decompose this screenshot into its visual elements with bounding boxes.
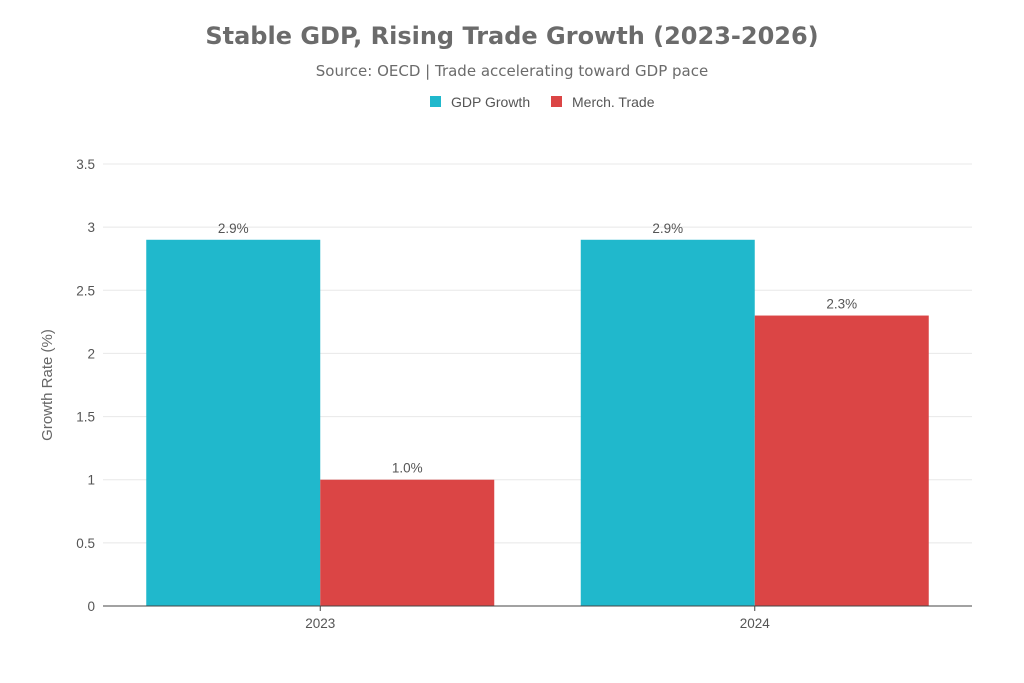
y-tick-label: 0.5 [76, 536, 95, 551]
bar-merch-trade-2024 [754, 315, 929, 606]
legend-label: GDP Growth [451, 94, 530, 110]
data-label: 2.3% [826, 297, 857, 312]
x-axis-ticks: 2023 2024 [305, 606, 770, 631]
chart-title: Stable GDP, Rising Trade Growth (2023-20… [205, 22, 818, 50]
bars: 2.9% 1.0% 2.9% 2.3% [146, 221, 929, 606]
y-tick-label: 2 [87, 346, 95, 361]
bar-gdp-growth-2023 [146, 239, 321, 606]
legend-swatch [430, 96, 441, 107]
data-label: 1.0% [392, 461, 423, 476]
legend-label: Merch. Trade [572, 94, 655, 110]
legend: GDP Growth Merch. Trade [430, 94, 655, 110]
legend-swatch [551, 96, 562, 107]
y-axis-label: Growth Rate (%) [39, 329, 56, 441]
bar-gdp-growth-2024 [580, 239, 755, 606]
y-tick-label: 1.5 [76, 410, 95, 425]
y-tick-label: 3.5 [76, 157, 95, 172]
data-label: 2.9% [652, 221, 683, 236]
y-tick-label: 3 [87, 220, 95, 235]
y-tick-label: 2.5 [76, 283, 95, 298]
y-tick-label: 1 [87, 473, 95, 488]
x-tick-label: 2023 [305, 616, 335, 631]
chart-subtitle: Source: OECD | Trade accelerating toward… [316, 62, 708, 80]
data-label: 2.9% [218, 221, 249, 236]
x-tick-label: 2024 [740, 616, 771, 631]
bar-merch-trade-2023 [320, 479, 495, 606]
y-tick-label: 0 [87, 599, 95, 614]
